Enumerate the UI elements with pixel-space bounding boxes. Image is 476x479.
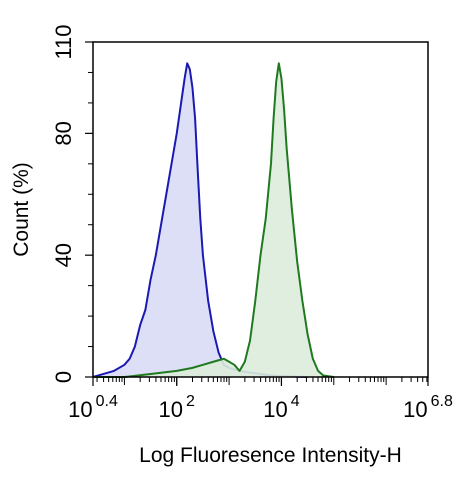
x-axis-title: Log Fluoresence Intensity-H <box>139 444 402 467</box>
x-tick-base: 10 <box>68 397 92 422</box>
x-tick-label: 10 0.4 <box>68 393 118 422</box>
series-layer <box>92 62 334 378</box>
x-tick-exponent: 6.8 <box>431 393 453 410</box>
y-tick-labels: 0 40 80 110 <box>51 24 76 383</box>
y-tick-label: 40 <box>51 243 76 267</box>
x-tick-base: 10 <box>263 397 287 422</box>
series-1-area <box>93 63 334 377</box>
series-1-line <box>93 62 334 378</box>
x-tick-base: 10 <box>403 397 427 422</box>
x-tick-label: 10 6.8 <box>403 393 453 422</box>
x-tick-exponent: 4 <box>291 393 300 410</box>
x-major-ticks <box>92 377 429 386</box>
y-tick-label: 80 <box>51 121 76 145</box>
y-tick-label: 0 <box>51 371 76 383</box>
x-tick-base: 10 <box>159 397 183 422</box>
x-tick-label: 10 2 <box>159 393 195 422</box>
y-axis-title: Count (%) <box>10 162 33 257</box>
x-tick-labels: 10 0.4 10 2 10 4 10 6.8 <box>68 393 453 422</box>
x-minor-ticks <box>96 377 428 385</box>
x-tick-exponent: 2 <box>186 393 195 410</box>
x-tick-label: 10 4 <box>263 393 299 422</box>
y-tick-label: 110 <box>51 24 76 59</box>
y-ticks <box>85 41 93 378</box>
x-tick-exponent: 0.4 <box>96 393 118 410</box>
